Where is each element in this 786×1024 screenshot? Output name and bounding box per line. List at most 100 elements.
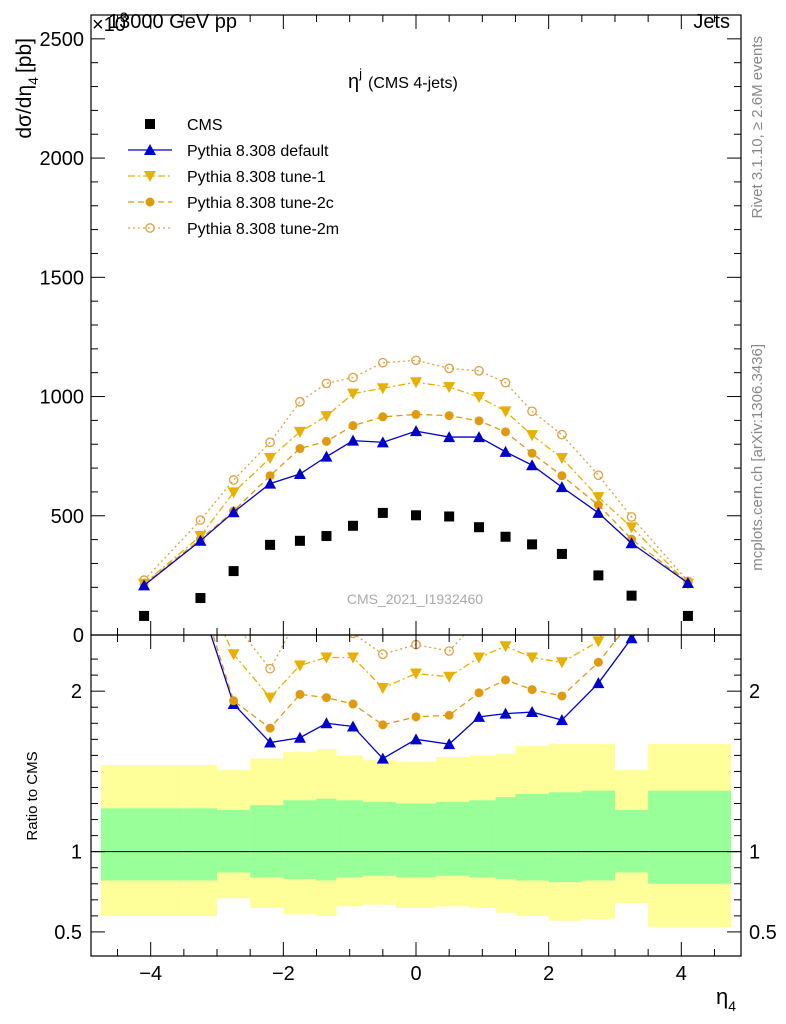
ratio-y-tick-label: 2 <box>71 681 82 703</box>
x-tick-label: −2 <box>272 963 295 985</box>
ratio-point <box>321 693 331 703</box>
y-exponent-power: 3 <box>120 9 128 25</box>
x-axis-label: η4 <box>716 984 736 1014</box>
legend: CMS Pythia 8.308 default Pythia 8.308 tune… <box>128 117 339 238</box>
legend-marker <box>145 119 155 129</box>
data-point <box>346 388 359 400</box>
ratio-band-inner <box>548 792 582 883</box>
data-point <box>293 468 306 480</box>
ratio-band-inner <box>435 801 470 876</box>
data-point <box>556 548 567 559</box>
ratio-point <box>410 733 422 745</box>
series-line <box>143 413 689 585</box>
ratio-point <box>377 649 388 660</box>
ratio-point <box>229 618 237 626</box>
data-point <box>378 412 388 422</box>
data-point <box>526 430 539 442</box>
data-point <box>194 534 207 546</box>
ratio-y-axis-label: Ratio to CMS <box>24 751 41 840</box>
data-point <box>410 377 422 389</box>
data-point <box>473 392 486 404</box>
ratio-point <box>229 696 239 706</box>
ratio-point <box>684 559 692 567</box>
data-point <box>443 431 456 443</box>
data-point <box>501 427 511 437</box>
ratio-line <box>224 635 603 699</box>
data-point <box>411 355 421 366</box>
data-point <box>264 477 277 489</box>
data-point <box>474 365 484 376</box>
data-point <box>346 434 359 446</box>
main-series <box>138 355 694 621</box>
ratio-point <box>592 636 605 648</box>
legend-marker <box>145 223 155 233</box>
ratio-bands <box>91 744 741 928</box>
ratio-point <box>346 720 359 732</box>
data-point <box>499 406 512 418</box>
ratio-point <box>558 612 566 620</box>
ratio-lines <box>138 559 692 764</box>
data-point <box>295 444 305 454</box>
data-point <box>411 409 421 419</box>
y-tick-label: 1500 <box>40 267 85 289</box>
ratio-point <box>443 738 456 750</box>
ratio-point <box>138 589 150 600</box>
ratio-band-inner <box>100 808 184 881</box>
ratio-point <box>322 600 330 608</box>
analysis-watermark: CMS_2021_I1932460 <box>347 591 483 607</box>
data-point <box>682 610 693 621</box>
ratio-point <box>474 688 484 698</box>
ratio-point <box>320 652 333 664</box>
data-point <box>410 425 422 437</box>
ratio-band-inner <box>316 798 337 881</box>
data-point <box>500 531 511 542</box>
data-point <box>377 357 388 368</box>
ratio-point <box>683 566 692 575</box>
ratio-point <box>473 652 486 664</box>
data-point <box>555 453 568 465</box>
ratio-point <box>320 717 333 729</box>
x-tick-label: 4 <box>676 963 687 985</box>
ratio-band-inner <box>581 790 615 881</box>
ratio-point <box>411 712 421 722</box>
ratio-point <box>346 652 359 664</box>
data-point <box>320 411 333 423</box>
legend-marker <box>144 144 156 155</box>
ratio-y-tick-label: 0.5 <box>54 922 82 944</box>
ratio-point <box>265 723 275 733</box>
data-point <box>625 522 638 534</box>
data-point <box>265 437 275 448</box>
ratio-point <box>410 668 422 680</box>
ratio-point <box>295 689 305 699</box>
data-point <box>444 363 455 374</box>
data-point <box>527 406 537 417</box>
ratio-point <box>527 685 537 695</box>
data-point <box>499 445 512 457</box>
y-tick-label: 2500 <box>40 29 85 51</box>
data-point <box>443 382 456 393</box>
data-point <box>227 487 240 499</box>
data-point <box>527 539 538 550</box>
ratio-y-tick-label-right: 2 <box>749 681 760 703</box>
data-point <box>348 421 358 431</box>
legend-label: Pythia 8.308 tune-1 <box>187 169 326 186</box>
data-point <box>228 566 239 577</box>
ratio-point <box>593 657 603 667</box>
data-point <box>348 372 358 383</box>
ratio-point <box>444 710 454 720</box>
ratio-point <box>378 720 388 730</box>
x-tick-label: −4 <box>139 963 162 985</box>
ratio-band-inner <box>469 800 496 878</box>
ratio-point <box>293 660 306 672</box>
ratio-point <box>626 567 638 578</box>
plot-title: ηj(CMS 4-jets) <box>348 66 458 93</box>
x-tick-label: 0 <box>410 963 421 985</box>
category-label: Jets <box>693 11 730 33</box>
data-point <box>527 448 537 458</box>
data-point <box>320 450 333 462</box>
data-point <box>347 520 358 531</box>
ratio-point <box>526 706 539 718</box>
ratio-band-inner <box>648 790 732 884</box>
ratio-point <box>499 707 512 719</box>
data-point <box>592 506 605 518</box>
